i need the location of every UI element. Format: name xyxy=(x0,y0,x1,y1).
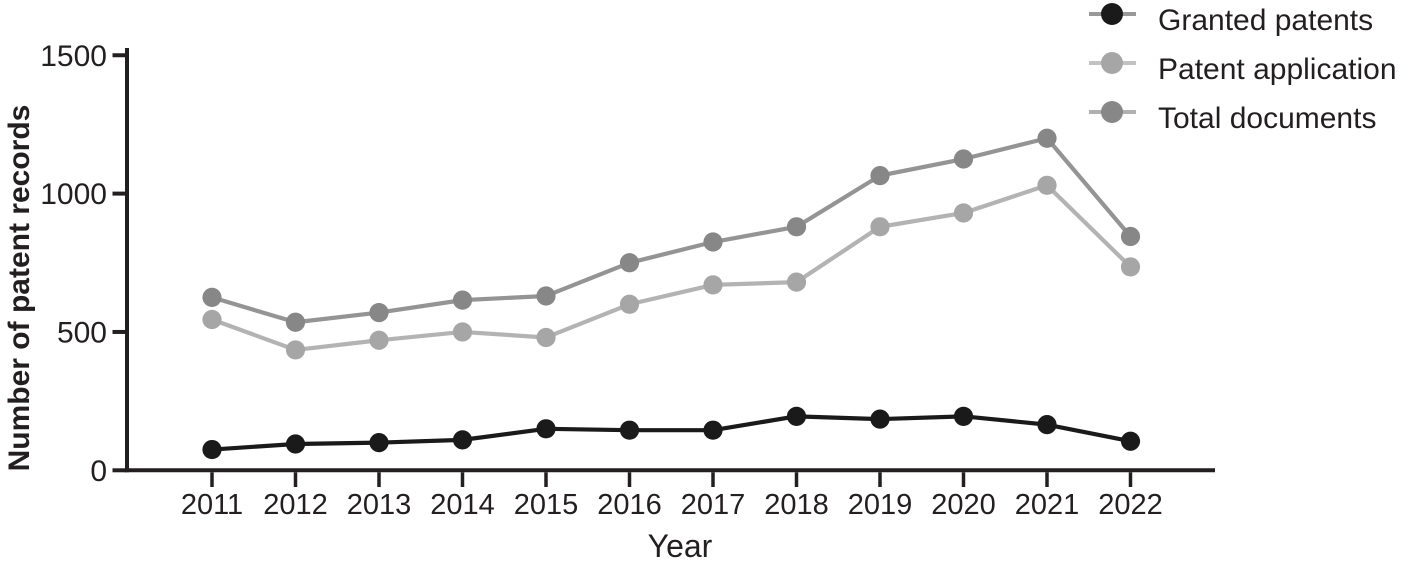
legend-item-total-documents: Total documents xyxy=(1089,94,1397,143)
data-point xyxy=(703,275,723,295)
chart-legend: Granted patents Patent application Total… xyxy=(1089,0,1397,143)
legend-label: Granted patents xyxy=(1158,3,1374,37)
data-point xyxy=(536,286,556,306)
data-point xyxy=(786,406,807,426)
data-point xyxy=(953,203,974,223)
data-point xyxy=(285,340,306,360)
data-point xyxy=(1037,128,1057,148)
data-point xyxy=(1120,257,1141,277)
data-point xyxy=(285,434,306,454)
data-point xyxy=(369,302,389,323)
data-point xyxy=(786,217,807,237)
x-axis-ticks: 2011 2012 2013 2014 2015 2016 2017 2018 2019 2020… xyxy=(181,472,1163,521)
data-point xyxy=(452,430,473,450)
data-point xyxy=(786,272,807,292)
axes xyxy=(125,48,1215,473)
series-line xyxy=(211,414,1131,452)
data-point xyxy=(953,406,974,426)
data-point xyxy=(703,420,723,440)
data-point xyxy=(202,439,222,460)
y-tick-label: 500 xyxy=(57,316,107,349)
y-axis-ticks: 0 500 1000 1500 xyxy=(40,40,126,488)
data-point xyxy=(870,409,890,429)
y-tick-label: 1000 xyxy=(40,178,107,211)
x-tick-label: 2012 xyxy=(263,489,328,521)
patent-application-marker-icon xyxy=(1089,51,1136,74)
y-tick-label: 1500 xyxy=(40,40,107,73)
series-line xyxy=(211,136,1133,325)
data-point xyxy=(1037,175,1057,195)
data-point xyxy=(870,166,890,186)
data-point xyxy=(619,420,640,440)
x-tick-label: 2021 xyxy=(1015,489,1080,521)
x-tick-label: 2020 xyxy=(931,489,996,521)
x-tick-label: 2022 xyxy=(1098,489,1163,521)
x-tick-label: 2016 xyxy=(597,489,662,521)
data-point xyxy=(452,322,473,342)
data-point xyxy=(1037,415,1057,435)
series-total-documents xyxy=(202,128,1141,332)
x-tick-label: 2017 xyxy=(681,489,746,521)
data-point xyxy=(1120,226,1141,247)
y-axis-title: Number of patent records xyxy=(3,104,36,472)
data-point xyxy=(369,330,389,350)
data-point xyxy=(536,419,556,439)
total-documents-marker-icon xyxy=(1089,100,1136,123)
series-patent-application xyxy=(202,175,1141,360)
x-tick-label: 2014 xyxy=(430,489,495,521)
data-point xyxy=(202,309,222,330)
data-point xyxy=(870,217,890,237)
x-tick-label: 2015 xyxy=(514,489,579,521)
data-point xyxy=(285,312,306,332)
legend-label: Total documents xyxy=(1158,101,1377,135)
data-point xyxy=(953,149,974,169)
x-tick-label: 2011 xyxy=(181,489,243,521)
series-granted-patents xyxy=(202,406,1141,460)
x-axis-title: Year xyxy=(647,528,713,564)
x-tick-label: 2019 xyxy=(848,489,913,521)
data-point xyxy=(703,232,723,252)
legend-item-patent-application: Patent application xyxy=(1089,45,1397,94)
granted-patents-marker-icon xyxy=(1089,2,1136,25)
x-tick-label: 2018 xyxy=(764,489,829,521)
data-point xyxy=(536,327,556,348)
data-point xyxy=(202,287,222,307)
x-tick-label: 2013 xyxy=(347,489,412,521)
data-point xyxy=(1120,431,1141,451)
data-point xyxy=(619,294,640,314)
y-tick-label: 0 xyxy=(90,455,107,488)
legend-item-granted-patents: Granted patents xyxy=(1089,0,1397,45)
data-point xyxy=(369,433,389,453)
data-point xyxy=(452,290,473,310)
data-point xyxy=(619,253,640,273)
legend-label: Patent application xyxy=(1158,52,1397,86)
series-line xyxy=(211,183,1132,353)
